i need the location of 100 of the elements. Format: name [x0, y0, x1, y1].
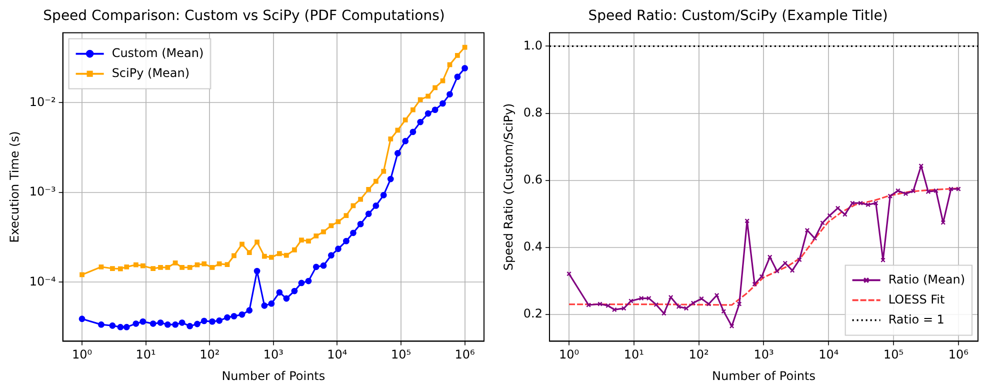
- point: [328, 252, 334, 259]
- point: [157, 319, 164, 326]
- point: [381, 168, 386, 174]
- point: [896, 188, 900, 194]
- point: [366, 186, 372, 192]
- point: [455, 52, 460, 58]
- point: [276, 251, 282, 256]
- point: [306, 238, 311, 244]
- point: [690, 300, 696, 306]
- point: [172, 260, 178, 266]
- point: [827, 213, 832, 218]
- point: [321, 229, 326, 234]
- x-tick-label: 10⁴: [818, 348, 839, 362]
- point: [373, 178, 378, 184]
- point: [178, 319, 186, 326]
- y-tick-label: 0.8: [523, 105, 542, 120]
- point: [447, 62, 452, 68]
- point: [380, 192, 387, 198]
- point: [276, 289, 283, 296]
- point: [699, 296, 704, 302]
- point: [835, 206, 840, 211]
- point: [165, 264, 170, 270]
- y-tick-label: 10⁻³: [29, 184, 56, 199]
- legend-label: Ratio = 1: [888, 312, 944, 326]
- point: [320, 262, 327, 269]
- x-tick-label: 10²: [688, 348, 710, 362]
- point: [240, 242, 244, 247]
- point: [200, 318, 208, 324]
- point: [246, 307, 253, 314]
- point: [402, 138, 409, 144]
- legend-label: Custom (Mean): [112, 46, 204, 60]
- point: [150, 320, 156, 327]
- point: [668, 294, 674, 300]
- point: [462, 44, 468, 50]
- point: [305, 278, 312, 284]
- point: [164, 321, 171, 328]
- y-tick-label: 10⁻²: [29, 94, 56, 109]
- point: [417, 118, 424, 126]
- point: [350, 203, 356, 208]
- legend-label: SciPy (Mean): [112, 66, 190, 80]
- x-tick-label: 10⁰: [72, 348, 92, 362]
- point: [350, 230, 356, 236]
- point: [238, 311, 246, 318]
- point: [714, 292, 720, 298]
- point: [216, 261, 222, 266]
- point: [210, 264, 215, 270]
- point: [744, 218, 750, 224]
- point: [395, 128, 400, 133]
- point: [372, 202, 380, 209]
- x-axis-title: Number of Points: [712, 368, 816, 383]
- point: [291, 288, 298, 294]
- point: [394, 150, 401, 156]
- point: [759, 274, 764, 279]
- point: [888, 194, 893, 198]
- point: [186, 322, 194, 330]
- point: [736, 302, 742, 306]
- point: [842, 212, 848, 217]
- point: [432, 85, 438, 90]
- x-tick-label: 10⁰: [558, 348, 580, 362]
- point: [676, 304, 682, 310]
- legend-label: Ratio (Mean): [888, 272, 966, 286]
- point: [224, 262, 230, 268]
- y-tick-label: 0.2: [523, 306, 542, 321]
- y-axis-title: Speed Ratio (Custom/SciPy): [501, 103, 516, 271]
- point: [446, 91, 453, 98]
- point: [343, 238, 350, 244]
- point: [292, 247, 297, 252]
- point: [767, 254, 772, 260]
- point: [820, 220, 825, 226]
- point: [812, 236, 818, 241]
- chart-title: Speed Comparison: Custom vs SciPy (PDF Computations): [43, 8, 445, 24]
- point: [410, 107, 416, 112]
- point: [804, 228, 810, 233]
- point: [358, 196, 363, 202]
- y-axis-title: Execution Time (s): [7, 131, 22, 243]
- x-tick-label: 10⁴: [327, 348, 348, 362]
- point: [365, 210, 372, 218]
- point: [662, 310, 666, 316]
- point: [150, 266, 156, 271]
- point: [934, 188, 938, 194]
- point: [440, 78, 446, 84]
- point: [903, 191, 908, 196]
- point: [774, 268, 780, 274]
- point: [209, 318, 216, 325]
- point: [194, 320, 200, 328]
- x-tick-label: 10³: [754, 348, 774, 362]
- point: [410, 128, 416, 136]
- point: [314, 234, 319, 238]
- point: [230, 312, 238, 320]
- point: [858, 200, 864, 206]
- x-tick-label: 10³: [263, 348, 284, 362]
- point: [918, 163, 924, 168]
- point: [312, 264, 320, 270]
- point: [752, 282, 758, 287]
- point: [254, 268, 260, 274]
- point: [283, 295, 290, 302]
- point: [388, 136, 394, 142]
- point: [940, 220, 946, 225]
- y-tick-label: 10⁻⁴: [29, 274, 56, 288]
- x-tick-label: 10⁵: [390, 348, 412, 362]
